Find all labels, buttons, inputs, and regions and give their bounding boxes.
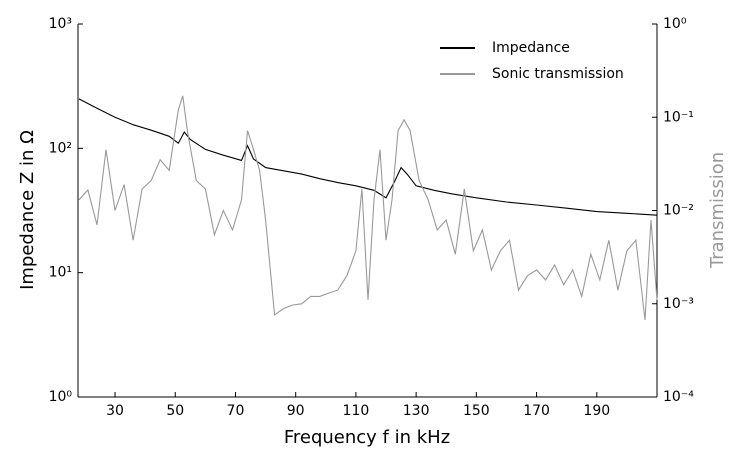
- x-tick-label: 70: [227, 403, 245, 419]
- y-axis-label: Impedance Z in Ω: [17, 130, 38, 290]
- y2ticks-tick-label: 10⁻¹: [663, 109, 694, 125]
- y2ticks-tick-label: 10⁰: [663, 16, 687, 32]
- legend-label: Impedance: [492, 40, 570, 56]
- yticks-tick-label: 10¹: [49, 265, 72, 281]
- yticks-tick-label: 10⁰: [49, 389, 73, 405]
- yticks-tick-label: 10²: [49, 140, 72, 156]
- data-line: [78, 95, 658, 321]
- y2-axis-label: Transmission: [707, 152, 728, 269]
- x-tick-label: 90: [287, 403, 305, 419]
- x-tick-label: 110: [343, 403, 370, 419]
- x-tick-label: 130: [403, 403, 430, 419]
- yticks-tick-label: 10³: [49, 16, 72, 32]
- y2ticks-tick-label: 10⁻³: [663, 296, 694, 312]
- y2ticks-tick-label: 10⁻²: [663, 203, 694, 219]
- x-tick-label: 170: [523, 403, 550, 419]
- data-line: [78, 98, 658, 216]
- legend-label: Sonic transmission: [492, 66, 624, 82]
- x-tick-label: 50: [166, 403, 184, 419]
- x-tick-label: 150: [463, 403, 490, 419]
- x-tick-label: 190: [583, 403, 610, 419]
- y2ticks-tick-label: 10⁻⁴: [663, 389, 694, 405]
- x-tick-label: 30: [106, 403, 124, 419]
- x-axis-label: Frequency f in kHz: [284, 427, 450, 448]
